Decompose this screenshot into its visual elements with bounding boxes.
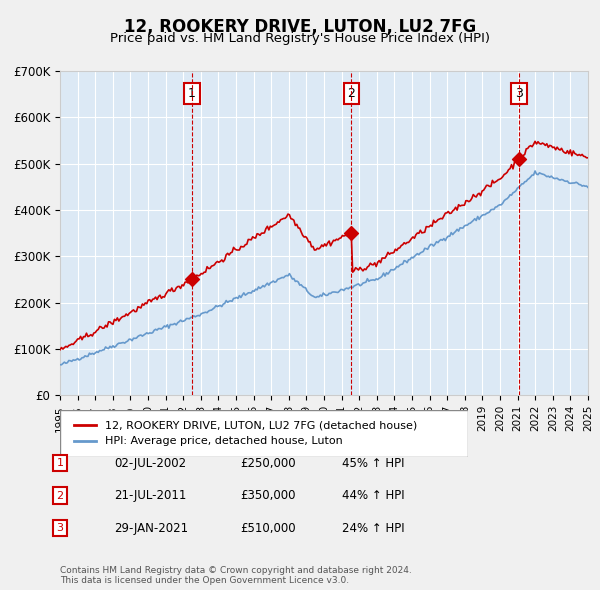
Text: 3: 3 bbox=[56, 523, 64, 533]
Text: 1: 1 bbox=[188, 87, 196, 100]
Text: £350,000: £350,000 bbox=[240, 489, 296, 502]
Text: 02-JUL-2002: 02-JUL-2002 bbox=[114, 457, 186, 470]
Text: £510,000: £510,000 bbox=[240, 522, 296, 535]
Text: 2: 2 bbox=[347, 87, 355, 100]
Text: 2: 2 bbox=[56, 491, 64, 500]
Legend: 12, ROOKERY DRIVE, LUTON, LU2 7FG (detached house), HPI: Average price, detached: 12, ROOKERY DRIVE, LUTON, LU2 7FG (detac… bbox=[70, 417, 422, 451]
Text: £250,000: £250,000 bbox=[240, 457, 296, 470]
Point bbox=[346, 228, 356, 238]
Text: 1: 1 bbox=[56, 458, 64, 468]
Point bbox=[514, 154, 524, 163]
Text: 12, ROOKERY DRIVE, LUTON, LU2 7FG: 12, ROOKERY DRIVE, LUTON, LU2 7FG bbox=[124, 18, 476, 35]
FancyBboxPatch shape bbox=[60, 410, 468, 457]
Text: Price paid vs. HM Land Registry's House Price Index (HPI): Price paid vs. HM Land Registry's House … bbox=[110, 32, 490, 45]
Text: 29-JAN-2021: 29-JAN-2021 bbox=[114, 522, 188, 535]
Text: 45% ↑ HPI: 45% ↑ HPI bbox=[342, 457, 404, 470]
Text: 44% ↑ HPI: 44% ↑ HPI bbox=[342, 489, 404, 502]
Point bbox=[187, 275, 197, 284]
Text: 3: 3 bbox=[515, 87, 523, 100]
Text: 21-JUL-2011: 21-JUL-2011 bbox=[114, 489, 187, 502]
Text: 24% ↑ HPI: 24% ↑ HPI bbox=[342, 522, 404, 535]
Text: Contains HM Land Registry data © Crown copyright and database right 2024.
This d: Contains HM Land Registry data © Crown c… bbox=[60, 566, 412, 585]
